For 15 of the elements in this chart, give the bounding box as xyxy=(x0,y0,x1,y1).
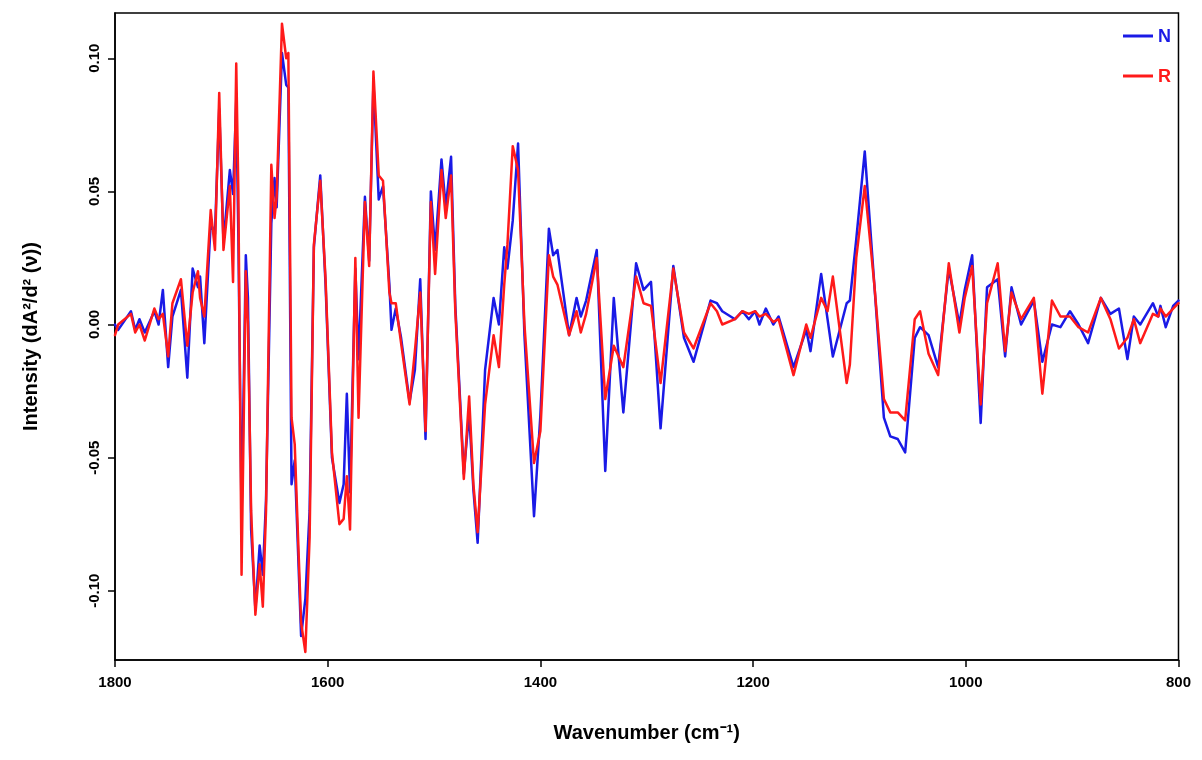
y-tick-label: 0.00 xyxy=(85,309,102,340)
legend-label: R xyxy=(1158,66,1171,86)
y-tick-label: -0.10 xyxy=(85,573,102,608)
x-tick-label: 1800 xyxy=(98,673,132,690)
y-tick-label: 0.10 xyxy=(85,43,102,73)
y-axis-title: Intensity (dA²/d² (ν)) xyxy=(19,242,41,431)
legend-label: N xyxy=(1158,26,1171,46)
x-tick-label: 1000 xyxy=(949,673,983,690)
x-tick-label: 800 xyxy=(1165,673,1191,690)
y-tick-label: 0.05 xyxy=(85,176,102,206)
x-tick-label: 1200 xyxy=(736,673,770,690)
x-axis-title: Wavenumber (cm⁻¹) xyxy=(553,721,740,743)
x-tick-label: 1400 xyxy=(523,673,558,690)
x-tick-label: 1600 xyxy=(311,673,345,690)
y-tick-label: -0.05 xyxy=(85,440,102,475)
